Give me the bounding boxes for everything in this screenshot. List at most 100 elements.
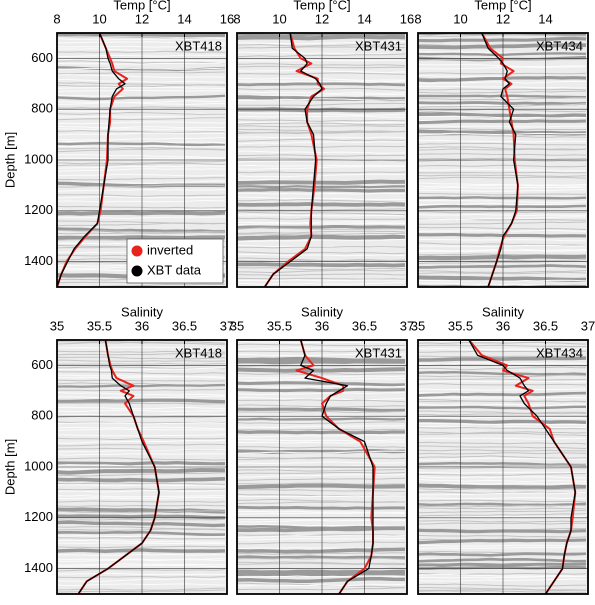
seismic-reflector — [57, 232, 226, 235]
seismic-reflector — [237, 40, 406, 45]
x-tick-label: 14 — [357, 11, 371, 26]
seismic-reflector — [418, 491, 587, 494]
x-tick-label: 37 — [220, 318, 234, 333]
seismic-reflector — [418, 522, 587, 525]
seismic-reflector — [57, 41, 225, 44]
seismic-reflector — [57, 35, 226, 40]
y-tick-label: 1400 — [24, 560, 53, 575]
x-tick-label: 14 — [538, 11, 552, 26]
seismic-reflector — [57, 210, 226, 216]
seismic-reflector — [237, 385, 406, 388]
seismic-reflector — [237, 501, 406, 505]
seismic-reflector — [418, 229, 587, 232]
seismic-reflector — [237, 130, 406, 135]
seismic-reflector — [57, 439, 226, 444]
seismic-reflector — [418, 552, 587, 557]
seismic-reflector — [57, 129, 226, 134]
seismic-reflector — [57, 510, 226, 514]
seismic-reflector — [418, 403, 587, 406]
seismic-reflector — [57, 205, 226, 209]
seismic-reflector — [237, 119, 406, 122]
seismic-reflector — [418, 72, 587, 75]
seismic-reflector — [418, 157, 587, 161]
seismic-reflector — [237, 121, 406, 124]
seismic-reflector — [237, 541, 406, 545]
y-tick-label: 1400 — [24, 253, 53, 268]
seismic-reflector — [237, 367, 406, 373]
x-tick-label: 36.5 — [172, 318, 197, 333]
seismic-reflector — [57, 154, 226, 159]
seismic-reflector — [237, 87, 406, 91]
seismic-reflector — [418, 538, 587, 545]
seismic-reflector — [237, 69, 406, 74]
seismic-reflector — [418, 575, 587, 579]
seismic-reflector — [418, 66, 587, 70]
seismic-reflector — [418, 573, 587, 577]
seismic-reflector — [418, 562, 587, 567]
seismic-reflector — [237, 125, 405, 128]
seismic-reflector — [237, 202, 406, 207]
seismic-reflector — [237, 46, 406, 49]
seismic-reflector — [418, 242, 587, 246]
seismic-reflector — [418, 226, 587, 230]
seismic-reflector — [418, 557, 587, 563]
seismic-reflector — [418, 275, 587, 282]
seismic-reflector — [418, 132, 586, 136]
seismic-reflector — [418, 125, 587, 128]
seismic-reflector — [418, 153, 587, 156]
x-tick-label: 16 — [220, 11, 234, 26]
y-tick-label: 800 — [31, 408, 53, 423]
seismic-reflector — [237, 495, 406, 498]
seismic-reflector — [57, 89, 226, 92]
seismic-reflector — [237, 238, 406, 242]
seismic-reflector — [237, 192, 406, 195]
seismic-reflector — [237, 555, 406, 559]
seismic-reflector — [57, 564, 226, 568]
seismic-reflector — [237, 583, 406, 587]
seismic-reflector — [418, 186, 586, 189]
seismic-reflector — [418, 213, 587, 217]
seismic-reflector — [57, 520, 226, 528]
seismic-reflector — [418, 341, 587, 345]
seismic-reflector — [57, 576, 226, 579]
seismic-reflector — [57, 428, 226, 431]
seismic-reflector — [57, 578, 226, 582]
seismic-reflector — [237, 208, 406, 211]
seismic-reflector — [418, 221, 587, 225]
seismic-reflector — [237, 417, 406, 421]
seismic-reflector — [418, 146, 586, 150]
seismic-reflector — [237, 65, 406, 69]
seismic-reflector — [57, 563, 226, 566]
seismic-reflector — [418, 111, 587, 119]
seismic-reflector — [418, 192, 587, 196]
seismic-reflector — [237, 262, 406, 268]
seismic-reflector — [418, 476, 587, 479]
seismic-reflector — [237, 434, 406, 438]
seismic-reflector — [57, 222, 226, 227]
seismic-reflector — [418, 189, 587, 192]
seismic-reflector — [57, 58, 226, 62]
seismic-reflector — [57, 346, 226, 349]
seismic-reflector — [237, 571, 406, 577]
seismic-reflector — [418, 497, 587, 500]
seismic-reflector — [418, 279, 587, 282]
seismic-reflector — [57, 84, 226, 88]
seismic-reflector — [237, 80, 406, 83]
seismic-reflector — [237, 43, 406, 47]
seismic-reflector — [57, 177, 225, 181]
seismic-reflector — [57, 558, 226, 562]
seismic-reflector — [237, 552, 406, 555]
seismic-reflector — [418, 164, 587, 168]
y-tick-label: 1000 — [24, 151, 53, 166]
seismic-reflector — [57, 383, 226, 388]
x-tick-label: 36 — [496, 318, 510, 333]
seismic-reflector — [237, 535, 406, 539]
seismic-reflector — [237, 111, 406, 116]
seismic-reflector — [237, 279, 406, 282]
seismic-reflector — [418, 472, 587, 476]
seismic-reflector — [237, 461, 406, 465]
seismic-reflector — [57, 553, 226, 556]
seismic-reflector — [237, 122, 406, 126]
seismic-reflector — [237, 482, 406, 485]
